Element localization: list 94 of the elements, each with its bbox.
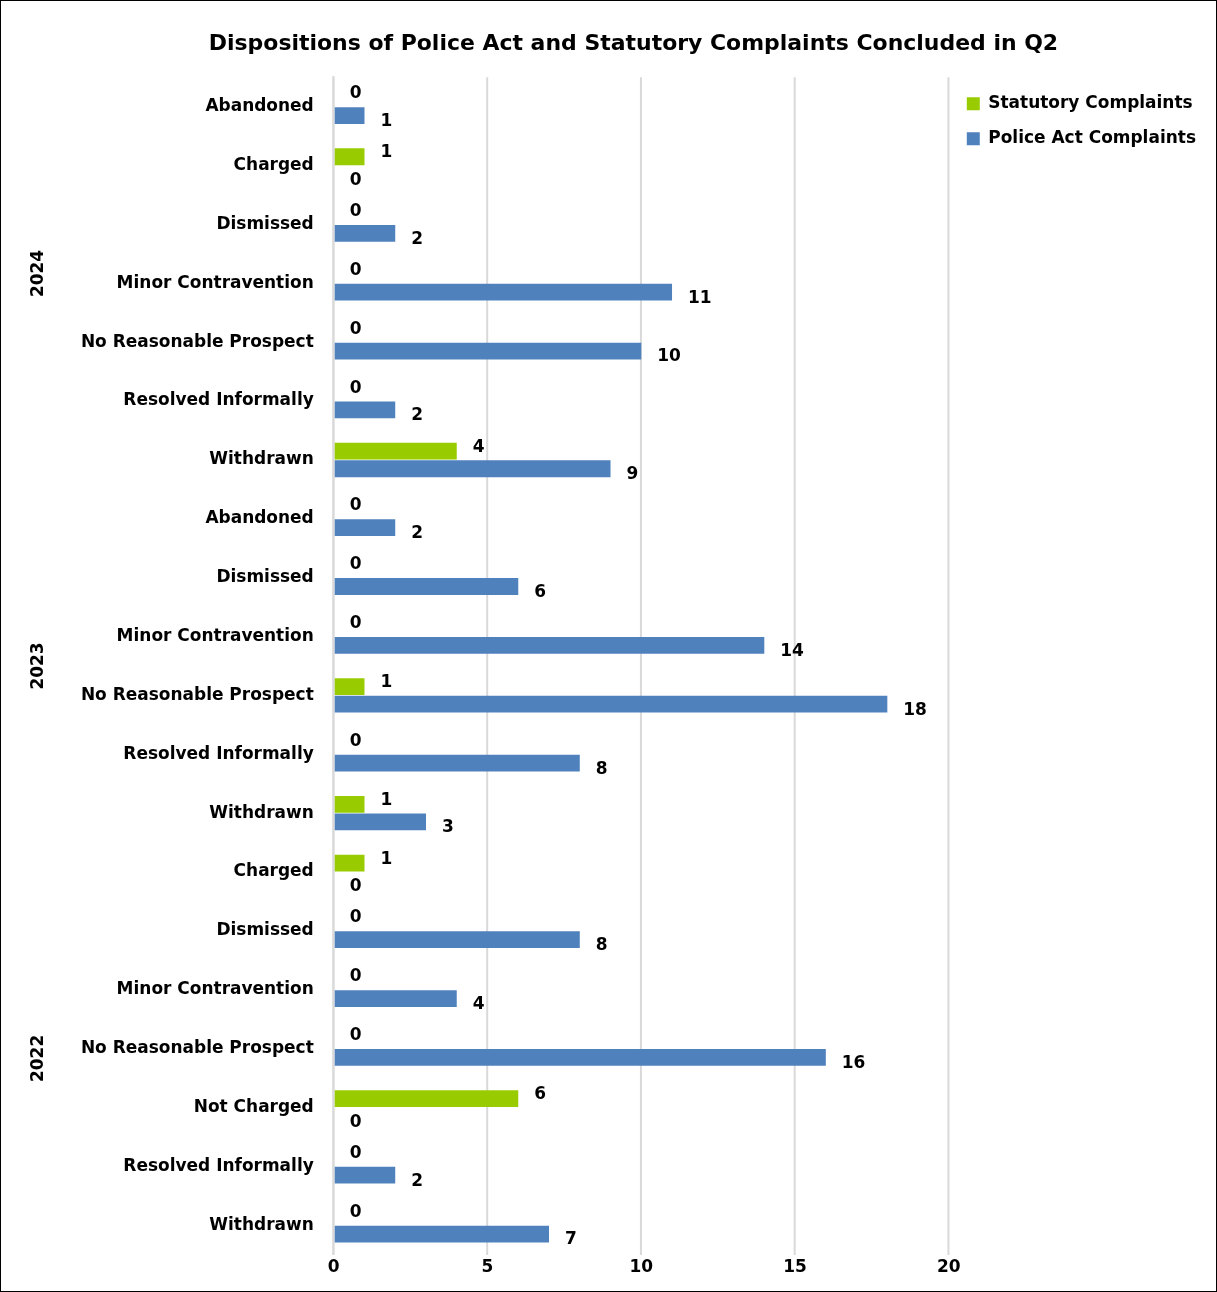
data-label: 8 [595,934,608,955]
bar [334,1166,396,1184]
y-tick-label: No Reasonable Prospect [80,330,314,351]
text: 2024 [27,249,48,298]
bar [334,442,457,460]
x-tick-label: 10 [629,1256,654,1277]
data-label: 0 [349,612,362,633]
y-tick-label: Withdrawn [209,801,314,822]
data-label: 2 [411,522,424,543]
y-tick-label: No Reasonable Prospect [80,1037,314,1058]
legend-label: Statutory Complaints [988,92,1193,113]
bar [334,754,580,772]
data-label: 1 [380,788,393,809]
data-label: 0 [349,906,362,927]
data-label: 11 [688,286,712,307]
data-label: 0 [349,258,362,279]
bar [334,1090,519,1108]
bar [334,519,396,537]
data-label: 0 [349,317,362,338]
bar [334,1049,826,1066]
data-label: 2 [411,404,424,425]
data-label: 0 [349,875,362,896]
data-label: 6 [534,580,547,601]
data-label: 0 [349,729,362,750]
chart-title: Dispositions of Police Act and Statutory Complaints Concluded in Q2 [208,29,1059,55]
x-tick-label: 15 [783,1256,807,1277]
data-label: 0 [349,200,362,221]
data-label: 2 [411,1169,424,1190]
bar [334,578,519,595]
data-label: 18 [903,698,927,719]
data-label: 0 [349,1024,362,1045]
data-label: 4 [472,435,485,456]
bar [334,342,642,360]
data-label: 3 [441,816,454,837]
y-tick-label: Resolved Informally [123,1154,314,1175]
data-label: 9 [626,463,639,484]
y-tick-label: Withdrawn [209,1213,314,1234]
bar [334,1225,550,1243]
y-tick-label: Abandoned [205,507,314,528]
data-label: 1 [380,141,393,162]
data-label: 10 [657,345,681,366]
bar [334,460,611,478]
y-tick-label: No Reasonable Prospect [80,683,314,704]
bar [334,148,365,166]
bar [334,990,457,1007]
bar [334,795,365,813]
bar [334,931,580,949]
data-label: 4 [472,992,485,1013]
data-label: 0 [349,82,362,103]
data-label: 7 [564,1228,577,1249]
bar [334,401,396,419]
y-tick-label: Minor Contravention [116,624,314,645]
bar [334,224,396,242]
data-label: 0 [349,1110,362,1131]
x-tick-label: 0 [327,1256,340,1277]
data-label: 8 [595,757,608,778]
data-label: 0 [349,1141,362,1162]
y-tick-label: Dismissed [216,919,314,940]
y-tick-label: Minor Contravention [116,271,314,292]
data-label: 1 [380,670,393,691]
bar [334,107,365,124]
bar [334,283,673,301]
legend-label: Police Act Complaints [988,127,1196,148]
y-tick-label: Withdrawn [209,448,314,469]
text: 2023 [27,642,48,690]
y-tick-label: Not Charged [193,1095,314,1116]
bar [334,854,365,872]
data-label: 0 [349,494,362,515]
data-label: 0 [349,376,362,397]
x-tick-label: 20 [937,1256,961,1277]
text: 2022 [27,1034,48,1083]
y-tick-label: Charged [233,860,314,881]
data-label: 0 [349,1200,362,1221]
bar [334,678,365,695]
y-tick-label: Dismissed [216,212,314,233]
y-tick-label: Dismissed [216,566,314,587]
data-label: 6 [534,1083,547,1104]
data-label: 0 [349,965,362,986]
x-tick-label: 5 [481,1256,494,1277]
y-tick-label: Resolved Informally [123,742,314,763]
data-label: 0 [349,168,362,189]
y-tick-label: Minor Contravention [116,978,314,999]
data-label: 14 [780,639,805,660]
data-label: 1 [380,847,393,868]
data-label: 0 [349,553,362,574]
data-label: 2 [411,227,424,248]
y-tick-label: Abandoned [205,95,314,116]
y-tick-label: Charged [233,154,314,174]
bar [334,813,426,831]
bar [334,695,888,713]
data-label: 1 [380,109,393,130]
bar [334,636,765,654]
y-tick-label: Resolved Informally [123,389,314,410]
data-label: 16 [841,1051,866,1072]
